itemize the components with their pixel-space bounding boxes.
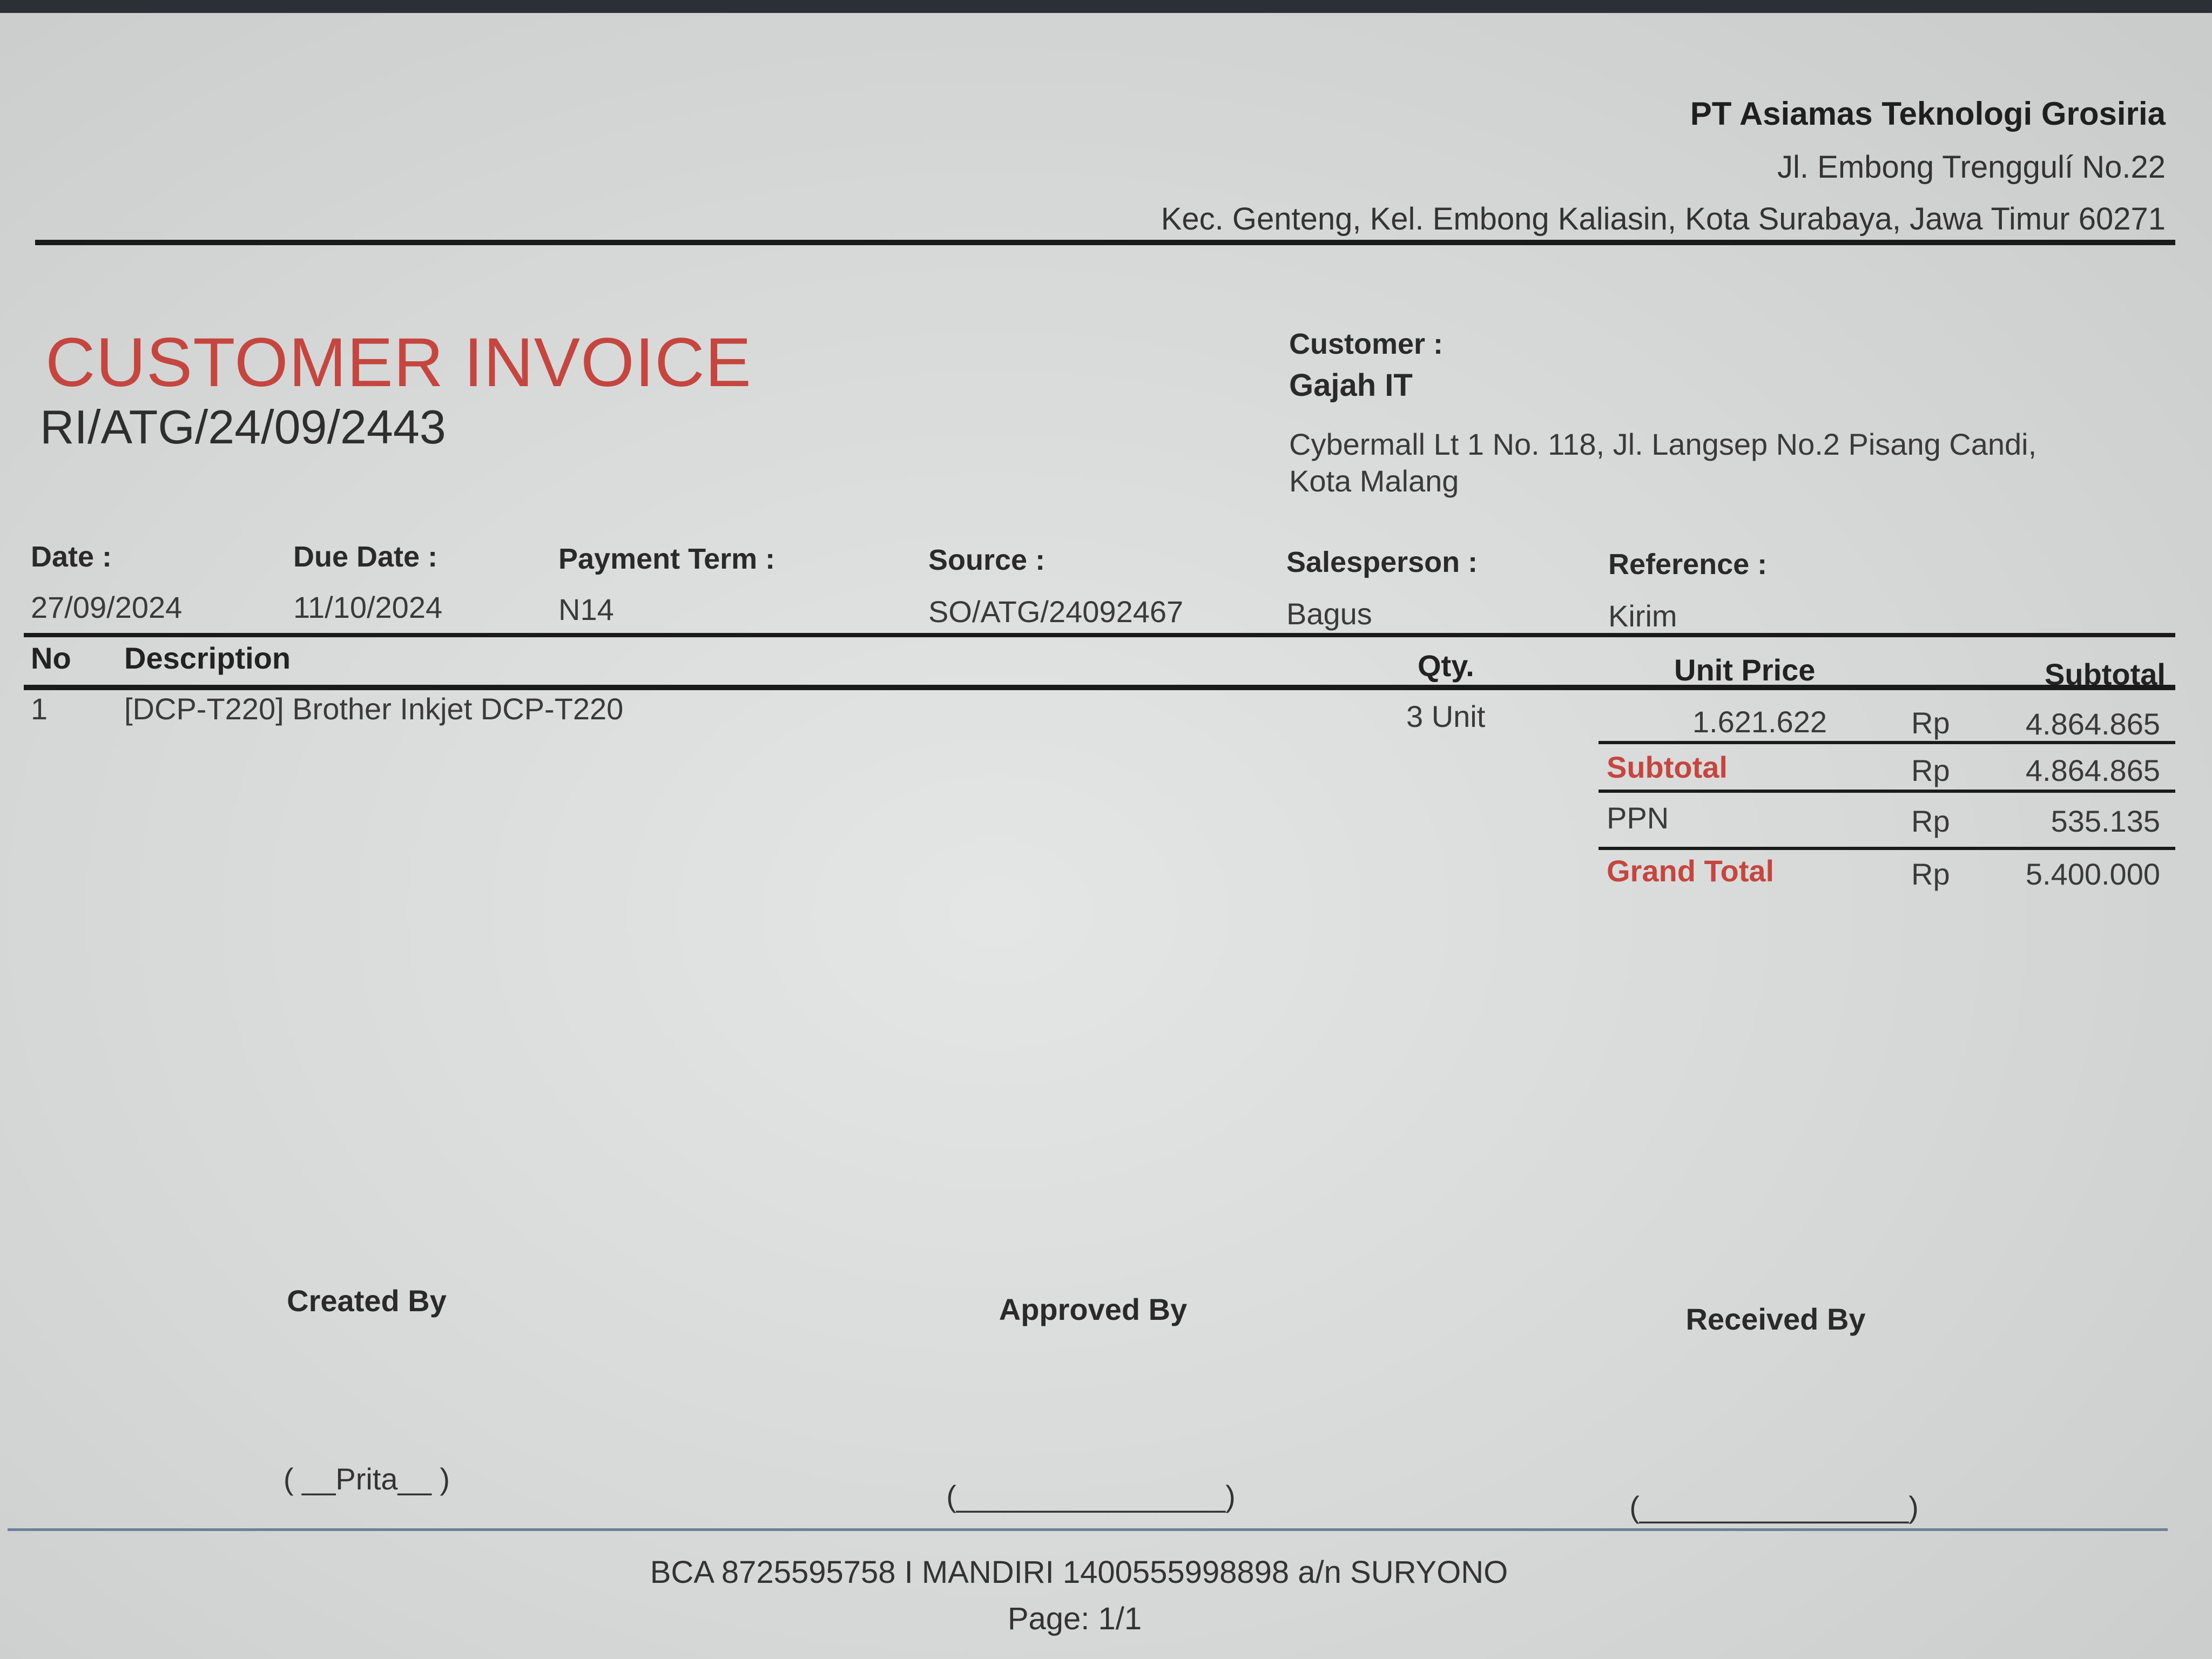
row-qty: 3 Unit: [1406, 699, 1486, 733]
due-date-label: Due Date :: [293, 541, 438, 573]
table-header-rule: [24, 685, 2175, 690]
tax-value: 535.135: [2051, 804, 2160, 838]
page-number: Page: 1/1: [1007, 1601, 1142, 1636]
col-header-unit-price: Unit Price: [1674, 653, 1816, 687]
row-description: [DCP-T220] Brother Inkjet DCP-T220: [124, 692, 624, 726]
row-unit-price: 1.621.622: [1692, 705, 1827, 739]
grand-total-label: Grand Total: [1607, 854, 1775, 888]
customer-address-line1: Cybermall Lt 1 No. 118, Jl. Langsep No.2…: [1289, 427, 2037, 461]
header-divider: [35, 240, 2175, 245]
date-value: 27/09/2024: [31, 590, 183, 624]
received-by-label: Received By: [1685, 1302, 1866, 1336]
customer-label: Customer :: [1289, 328, 1444, 360]
subtotal-value: 4.864.865: [2025, 753, 2160, 787]
tax-label: PPN: [1607, 801, 1669, 835]
subtotal-label: Subtotal: [1607, 750, 1728, 784]
reference-value: Kirim: [1608, 599, 1677, 633]
salesperson-label: Salesperson :: [1286, 546, 1478, 578]
screen-top-edge: [0, 0, 2212, 13]
row-no: 1: [31, 692, 48, 726]
totals-rule-3: [1599, 847, 2175, 850]
payment-term-value: N14: [558, 592, 614, 626]
invoice-title: CUSTOMER INVOICE: [45, 324, 752, 401]
reference-label: Reference :: [1608, 548, 1768, 581]
due-date-value: 11/10/2024: [293, 590, 443, 624]
date-label: Date :: [31, 541, 112, 573]
source-label: Source :: [928, 544, 1046, 576]
created-by-name: ( __Prita__ ): [283, 1462, 450, 1496]
customer-name: Gajah IT: [1289, 368, 1413, 403]
bank-info: BCA 8725595758 I MANDIRI 1400555998898 a…: [650, 1555, 1508, 1590]
totals-rule-2: [1599, 790, 2175, 793]
tax-currency: Rp: [1911, 804, 1950, 838]
invoice-number: RI/ATG/24/09/2443: [40, 400, 446, 454]
company-address-line2: Kec. Genteng, Kel. Embong Kaliasin, Kota…: [1161, 201, 2166, 237]
col-header-description: Description: [124, 641, 291, 675]
table-top-rule: [24, 633, 2175, 637]
col-header-qty: Qty.: [1418, 649, 1474, 683]
salesperson-value: Bagus: [1286, 597, 1372, 631]
totals-rule-1: [1599, 741, 2175, 744]
customer-address-line2: Kota Malang: [1289, 464, 1459, 498]
col-header-no: No: [31, 641, 71, 675]
row-subtotal: 4.864.865: [2025, 707, 2160, 741]
source-value: SO/ATG/24092467: [928, 595, 1184, 629]
grand-total-currency: Rp: [1911, 857, 1950, 891]
grand-total-value: 5.400.000: [2025, 857, 2160, 891]
subtotal-currency: Rp: [1911, 753, 1950, 787]
company-name: PT Asiamas Teknologi Grosiria: [1690, 96, 2166, 132]
received-by-name: (________________): [1629, 1490, 1919, 1524]
footer-divider: [8, 1528, 2168, 1531]
payment-term-label: Payment Term :: [558, 543, 775, 575]
created-by-label: Created By: [287, 1284, 447, 1318]
company-address-line1: Jl. Embong Trenggulí No.22: [1777, 150, 2166, 185]
approved-by-label: Approved By: [999, 1292, 1188, 1326]
row-currency: Rp: [1911, 706, 1950, 740]
approved-by-name: (________________): [946, 1479, 1236, 1513]
